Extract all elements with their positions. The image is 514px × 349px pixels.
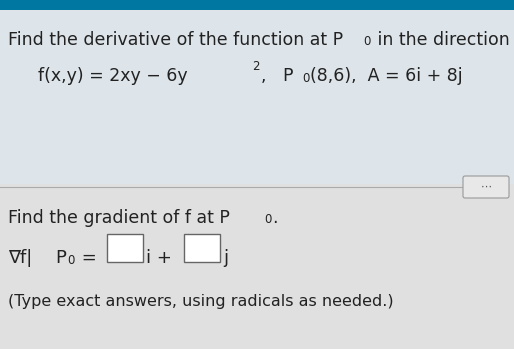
Text: P: P	[55, 249, 66, 267]
Text: ∇f|: ∇f|	[8, 249, 32, 267]
Bar	[0, 0, 514, 10]
Bar	[0, 184, 514, 349]
Text: ,   P: , P	[261, 67, 293, 85]
FancyBboxPatch shape	[463, 176, 509, 198]
Text: .: .	[272, 209, 278, 227]
Text: =: =	[76, 249, 102, 267]
Text: j: j	[223, 249, 228, 267]
Text: 0: 0	[302, 72, 309, 85]
Text: ⋯: ⋯	[481, 182, 491, 192]
Text: 0: 0	[67, 254, 75, 267]
Text: (8,6),  A = 6i + 8j: (8,6), A = 6i + 8j	[310, 67, 463, 85]
Bar	[0, 10, 514, 184]
FancyBboxPatch shape	[184, 234, 220, 262]
Text: 2: 2	[252, 60, 260, 73]
Text: in the direction of A.: in the direction of A.	[372, 31, 514, 49]
Text: 0: 0	[264, 213, 271, 226]
Text: 0: 0	[363, 35, 371, 48]
Text: i +: i +	[146, 249, 178, 267]
Text: Find the derivative of the function at P: Find the derivative of the function at P	[8, 31, 343, 49]
FancyBboxPatch shape	[107, 234, 143, 262]
Text: Find the gradient of f at P: Find the gradient of f at P	[8, 209, 230, 227]
Text: (Type exact answers, using radicals as needed.): (Type exact answers, using radicals as n…	[8, 294, 394, 309]
Text: f(x,y) = 2xy − 6y: f(x,y) = 2xy − 6y	[38, 67, 188, 85]
